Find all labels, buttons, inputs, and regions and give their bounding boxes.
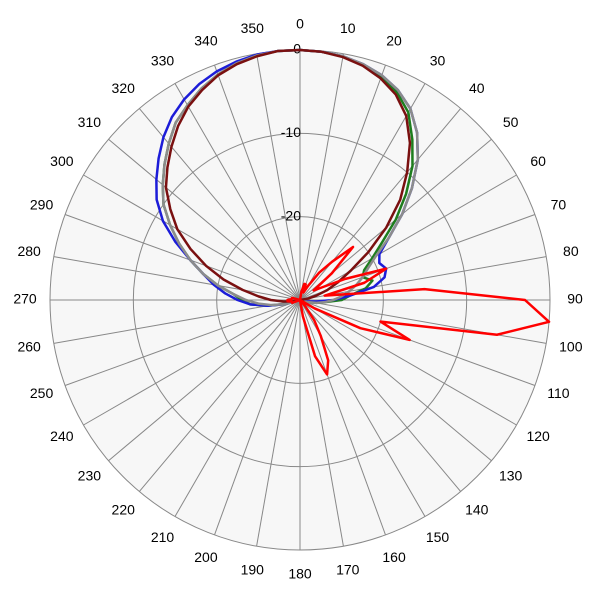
angle-label: 10 xyxy=(340,20,356,36)
spoke xyxy=(53,299,301,344)
angle-label: 110 xyxy=(547,385,570,401)
spoke xyxy=(299,299,536,386)
angle-label: 260 xyxy=(17,338,41,354)
angle-label: 80 xyxy=(563,243,579,259)
angle-label: 50 xyxy=(503,114,519,130)
spoke xyxy=(299,53,344,301)
spoke xyxy=(299,299,547,344)
radial-label: -20 xyxy=(281,207,301,223)
spoke xyxy=(299,299,344,547)
spoke xyxy=(83,174,301,301)
spoke xyxy=(83,299,301,426)
angle-label: 330 xyxy=(151,53,175,69)
angle-label: 290 xyxy=(30,197,54,213)
spoke xyxy=(299,174,517,301)
angle-label: 350 xyxy=(241,20,265,36)
spoke xyxy=(299,299,462,492)
angle-label: 40 xyxy=(469,80,485,96)
angle-label: 170 xyxy=(336,562,360,578)
spoke xyxy=(174,83,301,301)
spoke xyxy=(299,108,462,301)
angle-label: 340 xyxy=(194,32,218,48)
angle-label: 190 xyxy=(241,562,265,578)
radial-label: -10 xyxy=(281,124,301,140)
pattern-line xyxy=(286,245,551,376)
spoke xyxy=(256,299,301,547)
angle-label: 30 xyxy=(430,53,446,69)
angle-label: 0 xyxy=(296,16,304,32)
ring xyxy=(132,132,468,468)
spoke xyxy=(174,299,301,517)
radial-label: 0 xyxy=(293,41,301,57)
spoke xyxy=(256,53,301,301)
spoke xyxy=(299,299,386,536)
angle-label: 270 xyxy=(13,291,37,307)
angle-label: 140 xyxy=(465,501,489,517)
spoke xyxy=(64,214,301,301)
angle-label: 130 xyxy=(499,467,523,483)
spoke xyxy=(214,64,301,301)
angle-label: 120 xyxy=(526,428,550,444)
angle-label: 180 xyxy=(288,566,312,582)
angle-label: 280 xyxy=(17,243,41,259)
angle-label: 70 xyxy=(551,197,567,213)
angle-label: 200 xyxy=(194,549,218,565)
spoke xyxy=(299,299,492,462)
angle-label: 100 xyxy=(559,338,583,354)
spoke xyxy=(299,256,547,301)
angle-label: 250 xyxy=(30,385,54,401)
spoke xyxy=(299,299,517,426)
angle-label: 150 xyxy=(426,529,450,545)
spoke xyxy=(299,83,426,301)
angle-label: 320 xyxy=(112,80,136,96)
angle-label: 300 xyxy=(50,153,74,169)
spoke xyxy=(108,138,301,301)
angle-label: 230 xyxy=(78,467,102,483)
spoke xyxy=(108,299,301,462)
spoke xyxy=(138,299,301,492)
spoke xyxy=(299,214,536,301)
ring xyxy=(216,216,384,384)
angle-label: 240 xyxy=(50,428,74,444)
angle-label: 60 xyxy=(530,153,546,169)
angle-label: 210 xyxy=(151,529,175,545)
spoke xyxy=(138,108,301,301)
spoke xyxy=(299,64,386,301)
spoke xyxy=(214,299,301,536)
angle-label: 20 xyxy=(386,32,402,48)
angle-label: 220 xyxy=(112,501,136,517)
pattern-line xyxy=(164,48,412,303)
angle-label: 310 xyxy=(78,114,102,130)
angle-label: 160 xyxy=(382,549,406,565)
angle-label: 90 xyxy=(567,291,583,307)
spoke xyxy=(64,299,301,386)
spoke xyxy=(53,256,301,301)
